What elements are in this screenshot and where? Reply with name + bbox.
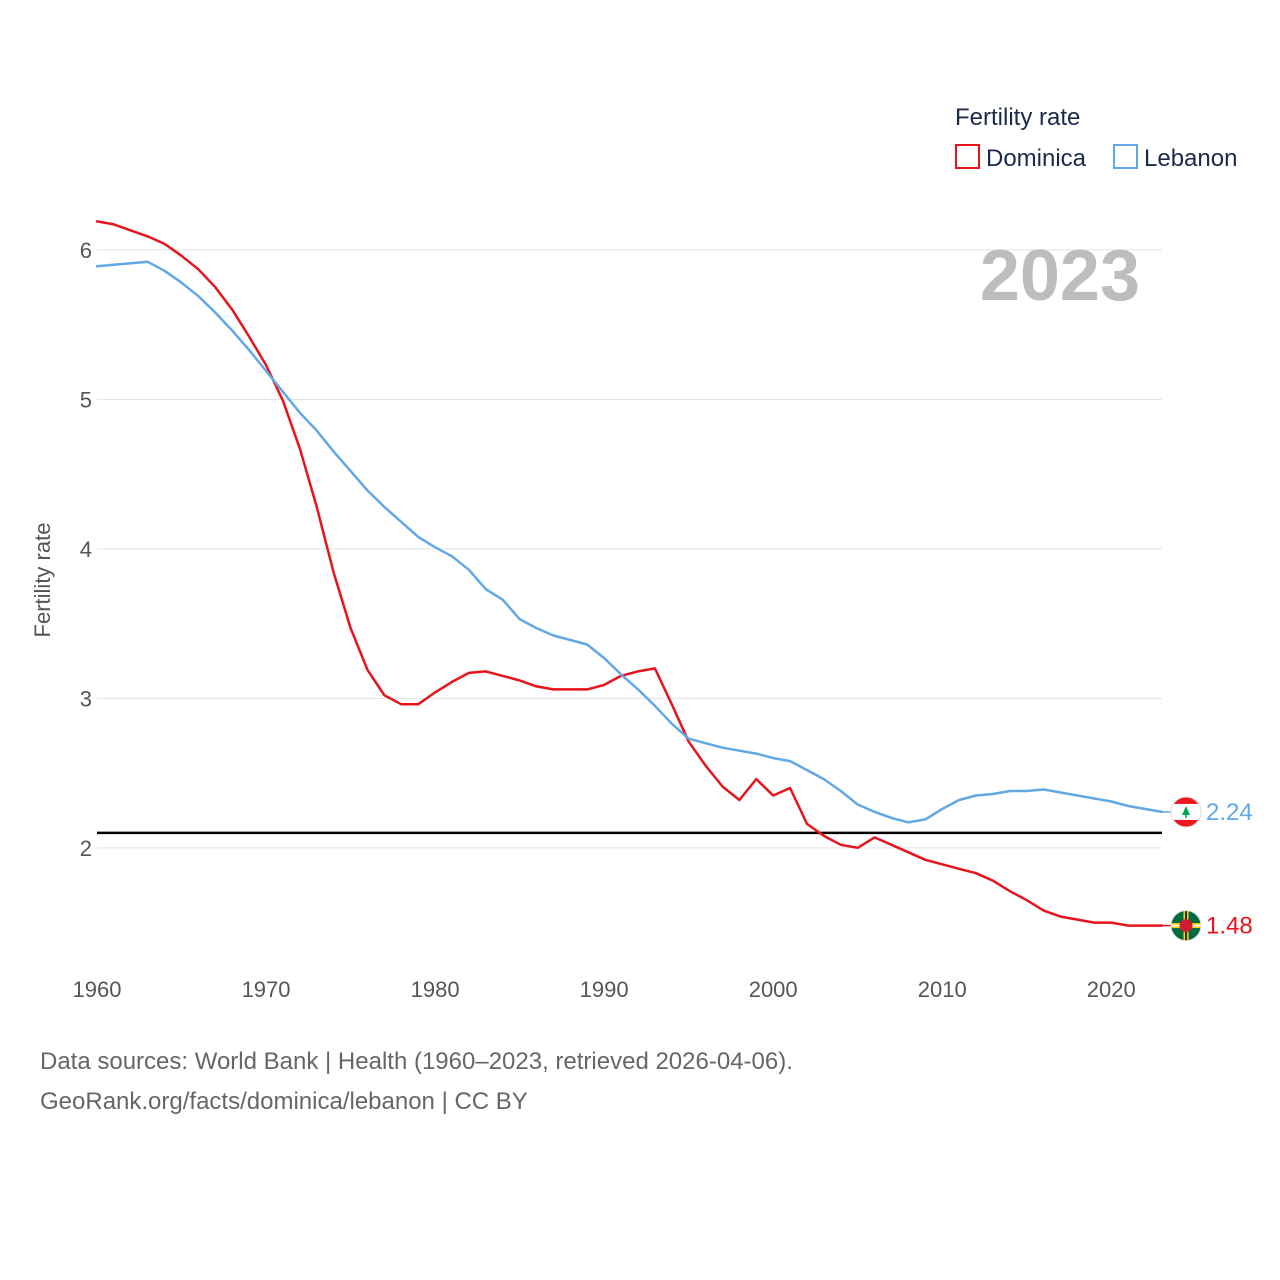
y-tick-label: 5 bbox=[80, 387, 92, 412]
legend-label-dominica[interactable]: Dominica bbox=[986, 145, 1087, 172]
legend: Fertility rate Dominica Lebanon bbox=[955, 104, 1237, 172]
y-tick-label: 3 bbox=[80, 686, 92, 711]
year-label: 2023 bbox=[980, 236, 1140, 316]
y-tick-label: 4 bbox=[80, 537, 92, 562]
x-tick-label: 1970 bbox=[242, 977, 291, 1002]
series-end-markers: 1.48 2.24 bbox=[1162, 796, 1253, 942]
source-link[interactable]: GeoRank.org/facts/dominica/lebanon | CC … bbox=[40, 1088, 528, 1115]
legend-swatch-dominica[interactable] bbox=[955, 144, 980, 169]
y-axis-label: Fertility rate bbox=[30, 523, 55, 638]
x-tick-label: 1990 bbox=[580, 977, 629, 1002]
data-source-note: Data sources: World Bank | Health (1960–… bbox=[40, 1048, 793, 1075]
y-axis-ticks: 2 3 4 5 6 bbox=[80, 238, 92, 861]
series-line-dominica bbox=[95, 220, 1164, 927]
x-tick-label: 2010 bbox=[918, 977, 967, 1002]
legend-swatch-lebanon[interactable] bbox=[1113, 144, 1138, 169]
grid-lines bbox=[97, 249, 1162, 849]
x-axis-ticks: 1960 1970 1980 1990 2000 2010 2020 bbox=[73, 977, 1136, 1002]
y-tick-label: 6 bbox=[80, 238, 92, 263]
series-lines bbox=[95, 220, 1164, 927]
x-tick-label: 1980 bbox=[411, 977, 460, 1002]
lebanon-flag-icon bbox=[1170, 796, 1202, 828]
x-tick-label: 1960 bbox=[73, 977, 122, 1002]
legend-title: Fertility rate bbox=[955, 104, 1080, 131]
x-tick-label: 2020 bbox=[1087, 977, 1136, 1002]
legend-label-lebanon[interactable]: Lebanon bbox=[1144, 145, 1237, 172]
end-value-lebanon: 2.24 bbox=[1206, 799, 1253, 826]
dominica-flag-icon bbox=[1170, 910, 1202, 942]
x-tick-label: 2000 bbox=[749, 977, 798, 1002]
footer: Data sources: World Bank | Health (1960–… bbox=[40, 1042, 793, 1122]
end-value-dominica: 1.48 bbox=[1206, 913, 1253, 940]
y-tick-label: 2 bbox=[80, 836, 92, 861]
series-line-lebanon bbox=[95, 260, 1164, 824]
